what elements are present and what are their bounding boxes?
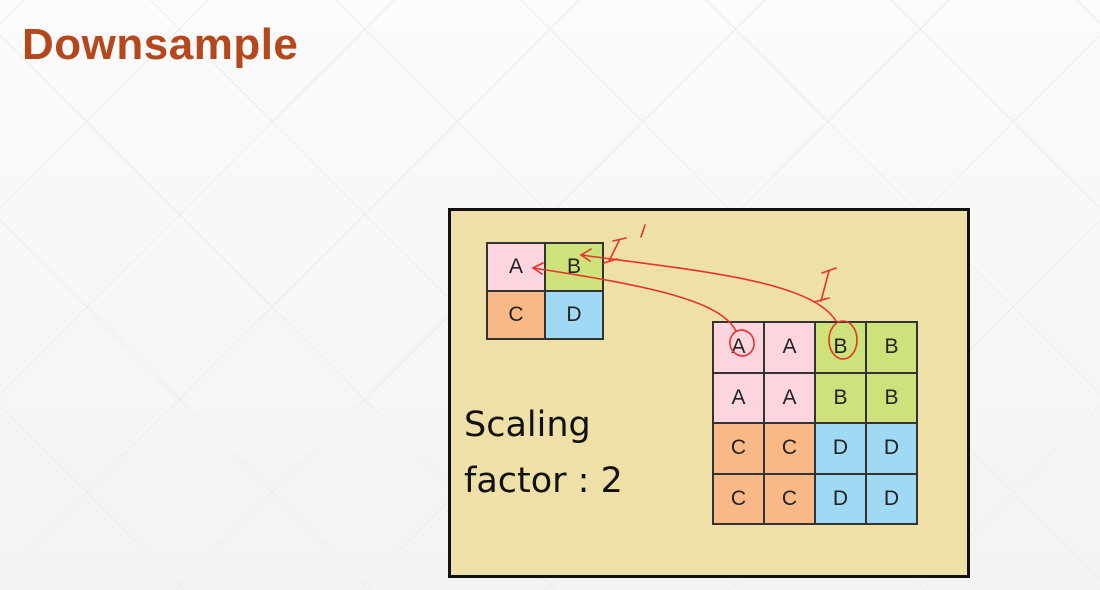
big-grid-cell: D (866, 473, 917, 524)
big-grid-cell: B (866, 322, 917, 373)
i-serif-top (821, 267, 837, 274)
original-grid: A A B B A A B B C C D D C C D D (712, 321, 918, 525)
big-grid-cell: C (764, 473, 815, 524)
big-grid-cell: B (866, 372, 917, 423)
caption-line-1: Scaling (464, 405, 591, 445)
big-grid-cell: D (815, 423, 866, 474)
big-grid-cell: B (815, 322, 866, 373)
caption-line-2: factor : 2 (464, 461, 623, 501)
big-grid-cell: A (713, 372, 764, 423)
small-grid-cell: C (487, 291, 545, 339)
small-grid-cell: D (545, 291, 603, 339)
i-serif-bottom (813, 297, 830, 303)
big-grid-cell: C (713, 423, 764, 474)
big-grid-cell: A (764, 372, 815, 423)
big-grid-cell: C (713, 473, 764, 524)
small-grid-cell: B (545, 243, 603, 291)
big-grid-cell: A (764, 322, 815, 373)
i-prime-serif-top (612, 237, 627, 242)
big-grid-cell: A (713, 322, 764, 373)
diagram-panel: A B C D A A B B A A B B C C D D C C D D … (448, 208, 970, 578)
arrow-b-curve (580, 254, 837, 322)
i-prime-serif-bottom (603, 258, 618, 264)
slide-title: Downsample (22, 20, 299, 69)
big-grid-cell: B (815, 372, 866, 423)
big-grid-cell: D (815, 473, 866, 524)
big-grid-cell: D (866, 423, 917, 474)
i-prime-tick (640, 224, 646, 238)
i-stroke (820, 270, 830, 302)
downsampled-grid: A B C D (486, 242, 604, 340)
small-grid-cell: A (487, 243, 545, 291)
i-prime-stroke (608, 240, 620, 262)
big-grid-cell: C (764, 423, 815, 474)
scaling-factor-caption: Scaling factor : 2 (464, 397, 623, 509)
